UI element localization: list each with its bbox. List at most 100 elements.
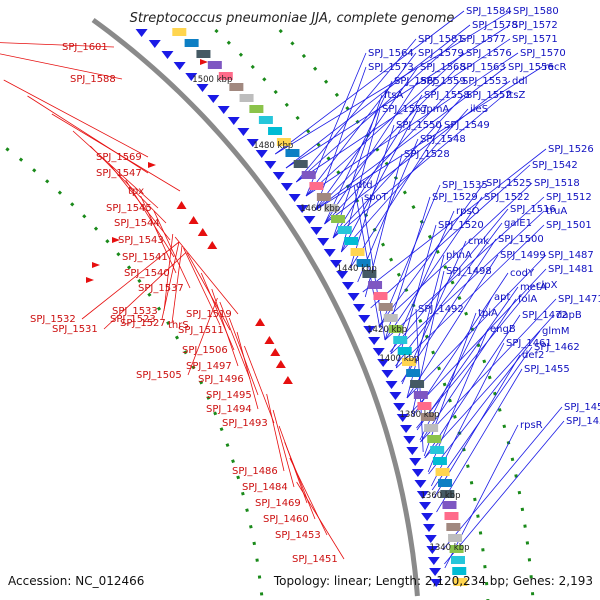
label-connector — [412, 272, 509, 417]
left-strand-arrow — [197, 228, 208, 236]
right-strand-arrow — [429, 568, 442, 576]
left-strand-arrow — [148, 162, 156, 168]
gene-label-right: phnA — [446, 250, 472, 261]
gene-block — [258, 116, 273, 124]
gene-block — [356, 259, 371, 267]
gene-block — [344, 237, 359, 245]
gene-label-left: SPJ_1569 — [96, 152, 142, 163]
gene-block — [430, 446, 445, 454]
right-strand-arrow — [377, 359, 390, 367]
gene-label-right: folA — [518, 294, 537, 305]
label-connector — [0, 53, 123, 80]
right-strand-arrow — [303, 216, 316, 224]
left-strand-arrow — [176, 201, 187, 209]
gene-label-right: ftsA — [384, 90, 403, 101]
right-strand-arrow — [173, 62, 186, 70]
label-connector — [349, 124, 443, 269]
label-connector — [395, 224, 437, 369]
gene-label-right: SPJ_1559 — [420, 76, 466, 87]
right-strand-arrow — [336, 271, 349, 279]
gene-label-left: SPJ_1544 — [114, 218, 160, 229]
gene-label-right: SPJ_1516 — [510, 204, 556, 215]
label-connector — [289, 457, 328, 536]
gene-block — [324, 204, 339, 212]
label-connector — [395, 222, 503, 367]
gene-label-right: SPJ_1580 — [513, 6, 559, 17]
right-strand-arrow — [347, 293, 360, 301]
label-connector — [315, 66, 367, 211]
gene-label-right: SPJ_1573 — [368, 62, 414, 73]
gene-block — [397, 347, 412, 355]
gene-label-right: SPJ_1501 — [546, 220, 592, 231]
left-strand-arrow — [207, 241, 218, 249]
gene-label-right: SPJ_1570 — [520, 48, 566, 59]
right-strand-arrow — [426, 546, 439, 554]
right-strand-arrow — [272, 172, 285, 180]
gene-label-left: SPJ_1531 — [52, 324, 98, 335]
label-connector — [332, 94, 383, 239]
gene-label-right: glmM — [542, 326, 570, 337]
gene-block — [448, 534, 463, 542]
gene-block — [417, 402, 432, 410]
gene-block — [196, 50, 211, 58]
label-connector — [219, 301, 251, 380]
gene-label-right: SPJ_1481 — [548, 264, 594, 275]
map-title: Streptococcus pneumoniae JJA, complete g… — [130, 11, 455, 26]
label-connector — [389, 208, 509, 353]
gene-label-left: SPJ_1494 — [206, 404, 252, 415]
gene-block — [249, 105, 264, 113]
gene-block — [444, 512, 459, 520]
label-connector — [296, 481, 345, 560]
right-strand-arrow — [411, 469, 424, 477]
label-connector — [362, 148, 547, 293]
label-connector — [442, 406, 563, 551]
right-strand-arrow — [330, 260, 343, 268]
gene-label-right: ftsZ — [506, 90, 525, 101]
labels: 1500 kbp 1480 kbp 1460 kbp 1440 kbp 1420 kbp… — [30, 6, 600, 565]
label-connector — [3, 79, 149, 158]
gene-label-left: SPJ_1496 — [198, 374, 244, 385]
right-strand-arrow — [217, 106, 230, 114]
right-strand-arrow — [424, 535, 437, 543]
gene-label-right: SPJ_1492 — [418, 304, 464, 315]
label-connector — [416, 284, 535, 429]
label-connector — [183, 247, 221, 326]
label-connector — [406, 254, 499, 399]
gene-label-right: SPJ_1529 — [432, 192, 478, 203]
right-strand-arrow — [341, 282, 354, 290]
scale-label: 1460 kbp — [300, 204, 340, 214]
gene-block — [293, 160, 308, 168]
gene-label-left: SPJ_1541 — [122, 252, 168, 263]
scale-label: 1480 kbp — [253, 141, 293, 151]
scale-label: 1400 kbp — [379, 354, 419, 364]
gene-label-left: SPJ_1495 — [206, 390, 252, 401]
gene-block — [268, 127, 283, 135]
right-strand-arrow — [323, 249, 336, 257]
gene-label-right: SPJ_1542 — [532, 160, 578, 171]
label-connector — [428, 330, 541, 475]
gene-label-right: SPJ_1452 — [566, 416, 600, 427]
label-connector — [424, 314, 521, 459]
right-strand-arrow — [423, 524, 436, 532]
left-strand-arrow — [255, 318, 266, 326]
gene-label-right: SPJ_1512 — [546, 192, 592, 203]
gene-block — [427, 435, 442, 443]
label-connector — [305, 52, 367, 197]
gene-block — [388, 325, 403, 333]
right-strand-arrow — [288, 194, 301, 202]
label-connector — [370, 164, 531, 309]
gene-label-right: SPJ_1558 — [424, 90, 470, 101]
gene-label-right: SPJ_1454 — [564, 402, 600, 413]
scale-label: 1440 kbp — [337, 264, 377, 274]
right-strand-arrow — [135, 29, 148, 37]
left-strand-arrow — [112, 237, 120, 243]
label-connector — [296, 38, 511, 183]
gene-label-right: SPJ_1500 — [498, 234, 544, 245]
label-connector — [324, 80, 461, 225]
gene-block — [453, 578, 468, 586]
gene-label-left: SPJ_1601 — [62, 42, 108, 53]
label-connector — [353, 184, 381, 329]
right-strand-arrow — [310, 227, 323, 235]
gene-label-right: gpmA — [420, 104, 449, 115]
